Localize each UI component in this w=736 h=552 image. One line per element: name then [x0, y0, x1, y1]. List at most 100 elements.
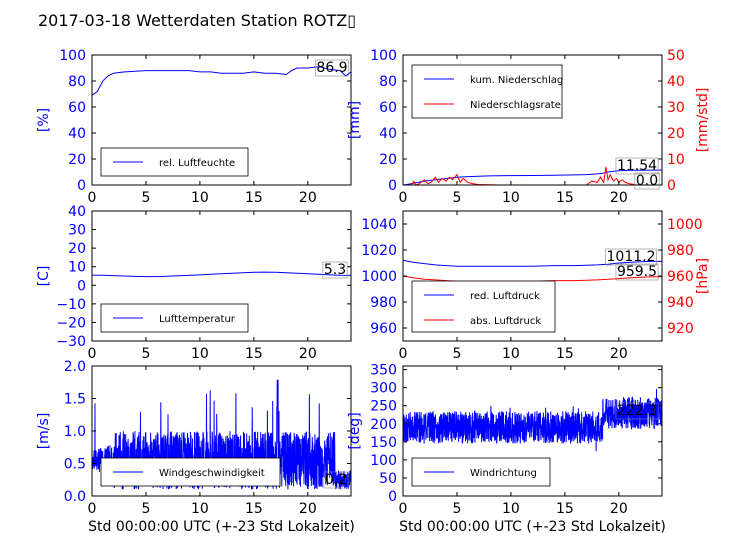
x-axis-label: Std 00:00:00 UTC (+-23 Std Lokalzeit) — [88, 519, 355, 535]
x-tick-label: 20 — [299, 501, 317, 517]
panel-wind: 0 5 10 15 20 0.0 0.5 1.0 1.5 2.0 [m/s] Std 00:00:00… — [36, 359, 355, 535]
x-tick-label: 10 — [191, 346, 209, 362]
x-tick-label: 10 — [191, 190, 209, 206]
y2-tick-label: 960 — [667, 269, 694, 285]
annotation-box — [615, 157, 659, 175]
legend-box — [411, 457, 551, 487]
y-tick-label: 40 — [68, 126, 86, 142]
legend-temp: Lufttemperatur — [100, 303, 249, 333]
legend-box — [411, 64, 563, 119]
legend-box — [411, 280, 556, 333]
y-tick-label: 20 — [68, 152, 86, 168]
x-tick-label: 20 — [610, 190, 628, 206]
y-tick-label: 150 — [370, 435, 397, 451]
x-tick-label: 15 — [245, 346, 263, 362]
y-tick-label: 10 — [68, 260, 86, 276]
legend-press: red. Luftdruck abs. Luftdruck — [411, 280, 556, 333]
y-tick-label: 40 — [379, 126, 397, 142]
y-tick-label: 1040 — [361, 217, 397, 233]
x-tick-label: 10 — [502, 346, 520, 362]
x-tick-label: 0 — [399, 190, 408, 206]
y2-tick-label: 10 — [667, 152, 685, 168]
plot-frame-dir — [402, 365, 663, 497]
x-tick-label: 0 — [88, 501, 97, 517]
y-tick-label: 100 — [370, 453, 397, 469]
legend-hum: rel. Luftfeuchte — [100, 147, 249, 177]
y2-tick-label: 920 — [667, 321, 694, 337]
series-group-temp — [92, 271, 351, 278]
y2-tick-label: 30 — [667, 100, 685, 116]
series-line-temp-0 — [92, 271, 351, 278]
y2-tick-label: 940 — [667, 295, 694, 311]
y2-tick-label: 0 — [667, 178, 676, 194]
x-tick-label: 20 — [610, 501, 628, 517]
x-tick-label: 5 — [141, 346, 150, 362]
value-annotation: 0.2 — [325, 472, 347, 488]
series-group-hum — [92, 66, 351, 96]
x-tick-label: 10 — [502, 501, 520, 517]
panel-rain: 0 5 10 15 20 0 20 40 60 80 100 [mm] 0 10 20 30 40 50 [mm/s… — [347, 48, 711, 206]
y-axis-label: [mm] — [347, 101, 363, 139]
y-tick-label: 2.0 — [64, 359, 86, 375]
legend-label: red. Luftdruck — [470, 291, 540, 302]
x-tick-label: 15 — [556, 501, 574, 517]
series-line-dir-0 — [403, 388, 662, 452]
x-tick-label: 10 — [191, 501, 209, 517]
y-axis-label: [%] — [36, 108, 52, 132]
value-annotation: 5.3 — [324, 262, 346, 278]
y-tick-label: 0 — [388, 489, 397, 505]
y-tick-label: 0 — [77, 278, 86, 294]
legend-rain: kum. Niederschlag Niederschlagsrate — [411, 64, 563, 119]
value-annotation: 86.9 — [316, 60, 347, 76]
y-tick-label: 0.5 — [64, 457, 86, 473]
annotation-box — [615, 263, 659, 281]
x-tick-label: 0 — [399, 346, 408, 362]
x-tick-label: 0 — [88, 190, 97, 206]
y2-axis-label: [hPa] — [695, 258, 711, 294]
series-line-rain-1 — [403, 166, 662, 185]
series-line-rain-0 — [403, 169, 662, 185]
series-group-dir — [403, 388, 662, 452]
panel-temp: 0 5 10 15 20 −30 −20 −10 0 10 20 30 40 [C] Lufttempera… — [36, 204, 352, 362]
y-tick-label: 350 — [370, 363, 397, 379]
y-tick-label: −20 — [56, 315, 86, 331]
x-tick-label: 5 — [141, 190, 150, 206]
value-annotation: 11.54 — [617, 158, 657, 174]
x-tick-label: 0 — [399, 501, 408, 517]
plot-frame-temp — [91, 210, 352, 342]
y-axis-label: [C] — [36, 266, 52, 287]
legend-label: abs. Luftdruck — [470, 316, 541, 327]
value-annotation: 0.0 — [636, 173, 658, 189]
y-tick-label: 80 — [68, 74, 86, 90]
y2-tick-label: 1000 — [667, 217, 703, 233]
y-tick-label: 40 — [68, 204, 86, 220]
y-tick-label: 200 — [370, 417, 397, 433]
y-axis-label: [m/s] — [36, 413, 52, 450]
y-tick-label: 20 — [68, 241, 86, 257]
x-tick-label: 15 — [245, 190, 263, 206]
y-tick-label: 100 — [59, 48, 86, 64]
y-tick-label: 80 — [379, 74, 397, 90]
y-tick-label: 0 — [388, 178, 397, 194]
x-tick-label: 15 — [245, 501, 263, 517]
y-tick-label: 250 — [370, 399, 397, 415]
y-tick-label: 0 — [77, 178, 86, 194]
legend-dir: Windrichtung — [411, 457, 551, 487]
x-axis-label: Std 00:00:00 UTC (+-23 Std Lokalzeit) — [399, 519, 666, 535]
series-group-rain — [403, 166, 662, 185]
plot-frame-hum — [91, 54, 352, 186]
value-annotation: 959.5 — [617, 264, 657, 280]
y2-tick-label: 980 — [667, 243, 694, 259]
panel-hum: 0 5 10 15 20 0 20 40 60 80 100 [%] rel. Luftfeuchte 8… — [36, 48, 352, 206]
y-tick-label: 20 — [379, 152, 397, 168]
x-tick-label: 5 — [452, 501, 461, 517]
annotation-box — [315, 59, 349, 77]
x-tick-label: 10 — [502, 190, 520, 206]
y-tick-label: 60 — [379, 100, 397, 116]
annotation-box — [605, 248, 657, 266]
x-tick-label: 5 — [452, 346, 461, 362]
y-tick-label: 100 — [370, 48, 397, 64]
x-tick-label: 0 — [88, 346, 97, 362]
